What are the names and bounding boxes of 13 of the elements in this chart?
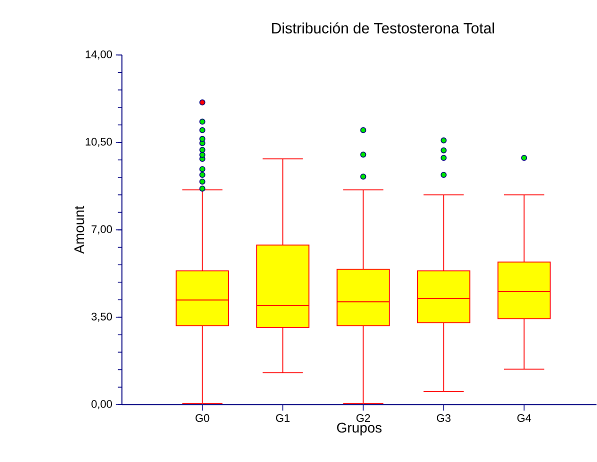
- x-tick-label: G1: [276, 414, 290, 422]
- y-tick-label: 14,00: [86, 50, 112, 60]
- x-tick-label: G4: [517, 414, 532, 422]
- x-axis-title: Grupos: [337, 422, 382, 436]
- x-tick-label: G3: [436, 414, 450, 422]
- y-tick-label: 0,00: [92, 400, 112, 410]
- x-tick-label: G2: [356, 414, 370, 422]
- chart-title: Distribución de Testosterona Total: [272, 22, 494, 34]
- y-tick-label: 7,00: [92, 225, 112, 235]
- y-tick-label: 10,50: [86, 138, 112, 148]
- y-tick-label: 3,50: [92, 312, 112, 322]
- x-tick-label: G0: [196, 414, 210, 422]
- y-axis-title: Amount: [74, 206, 84, 254]
